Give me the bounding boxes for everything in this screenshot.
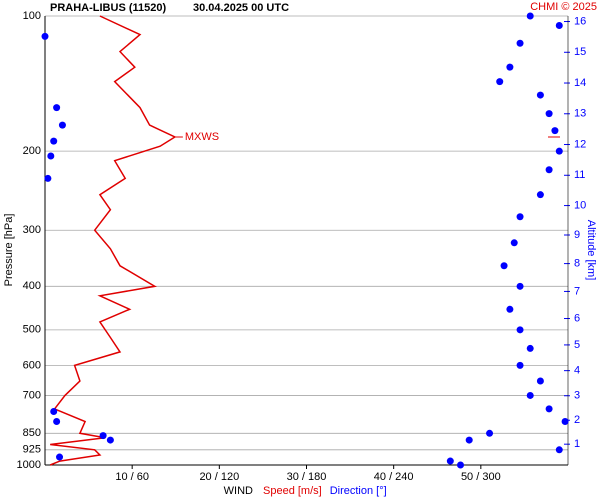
direction-dot (506, 63, 514, 71)
direction-dot (545, 166, 553, 174)
direction-dot (536, 377, 544, 385)
y2-axis-label: Altitude [km] (585, 220, 597, 281)
y2-tick-label: 15 (574, 46, 586, 58)
y2-tick-label: 10 (574, 199, 586, 211)
y-tick-label: 1000 (17, 459, 41, 471)
y2-tick-label: 8 (574, 258, 580, 270)
direction-dot (456, 461, 464, 469)
x-tick-label: 50 / 300 (461, 471, 501, 483)
direction-dot (561, 417, 569, 425)
direction-dot (516, 326, 524, 334)
direction-dot (506, 305, 514, 313)
y2-tick-label: 1 (574, 438, 580, 450)
direction-dot (99, 432, 107, 440)
legend-label: Direction [°] (330, 485, 387, 497)
y2-tick-label: 11 (574, 169, 585, 181)
y-tick-label: 400 (23, 280, 41, 292)
credit: CHMI © 2025 (530, 1, 597, 13)
direction-dot (47, 152, 55, 160)
y2-tick-label: 7 (574, 285, 580, 297)
y2-tick-label: 9 (574, 229, 580, 241)
direction-dot (516, 282, 524, 290)
direction-dot (545, 405, 553, 413)
y2-tick-label: 6 (574, 312, 580, 324)
y-tick-label: 100 (23, 10, 41, 22)
direction-dot (41, 32, 49, 40)
x-axis-label: WIND (224, 485, 253, 497)
direction-dot (526, 391, 534, 399)
x-tick-label: 20 / 120 (199, 471, 239, 483)
direction-dot (526, 344, 534, 352)
direction-dot (486, 429, 494, 437)
y2-tick-label: 3 (574, 390, 580, 402)
y2-tick-label: 16 (574, 15, 586, 27)
x-tick-label: 30 / 180 (287, 471, 327, 483)
direction-dot (446, 457, 454, 465)
y-tick-label: 200 (23, 145, 41, 157)
y2-tick-label: 2 (574, 414, 580, 426)
y-tick-label: 700 (23, 389, 41, 401)
y2-tick-label: 13 (574, 108, 586, 120)
direction-dot (465, 436, 473, 444)
y-tick-label: 300 (23, 224, 41, 236)
direction-dot (50, 137, 58, 145)
y-tick-label: 500 (23, 324, 41, 336)
direction-dot (106, 436, 114, 444)
direction-dot (53, 104, 61, 112)
y-axis-label: Pressure [hPa] (3, 214, 15, 287)
direction-dot (516, 39, 524, 47)
direction-dot (536, 91, 544, 99)
direction-dot (555, 147, 563, 155)
direction-dot (555, 446, 563, 454)
y-tick-label: 850 (23, 427, 41, 439)
direction-dot (50, 407, 58, 415)
y-tick-label: 925 (23, 444, 41, 456)
y2-tick-label: 4 (574, 365, 580, 377)
y2-tick-label: 5 (574, 339, 580, 351)
direction-dot (53, 417, 61, 425)
direction-dot (44, 174, 52, 182)
y-tick-label: 600 (23, 359, 41, 371)
y2-tick-label: 14 (574, 77, 586, 89)
direction-dot (58, 121, 66, 129)
direction-dot (551, 127, 559, 135)
direction-dot (555, 22, 563, 30)
direction-dot (496, 78, 504, 86)
x-tick-label: 10 / 60 (115, 471, 149, 483)
direction-dot (526, 12, 534, 20)
x-tick-label: 40 / 240 (374, 471, 414, 483)
direction-dot (516, 213, 524, 221)
direction-dot (545, 110, 553, 118)
y2-tick-label: 12 (574, 138, 586, 150)
chart-subtitle: 30.04.2025 00 UTC (193, 2, 289, 14)
chart-title: PRAHA-LIBUS (11520) (50, 2, 166, 14)
legend-label: Speed [m/s] (263, 485, 322, 497)
direction-dot (56, 453, 64, 461)
annotation: MXWS (185, 131, 219, 143)
direction-dot (510, 239, 518, 247)
direction-dot (536, 191, 544, 199)
speed-line (49, 15, 177, 466)
direction-dot (516, 361, 524, 369)
direction-dot (500, 262, 508, 270)
